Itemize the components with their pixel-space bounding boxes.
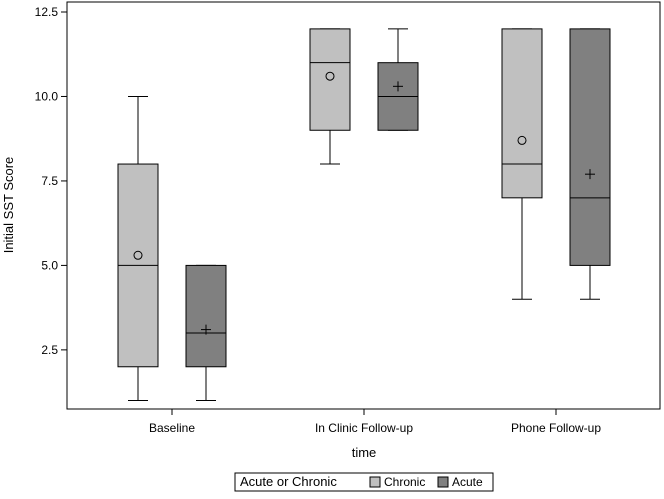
legend: Acute or Chronic Chronic Acute: [234, 472, 494, 492]
x-axis-label: time: [352, 445, 377, 460]
mean-marker: [585, 169, 595, 180]
mean-marker: [393, 81, 403, 92]
legend-label-acute: Acute: [452, 475, 483, 489]
mean-marker: [133, 250, 143, 260]
y-tick-label: 2.5: [41, 343, 58, 357]
box-iqr: [309, 28, 351, 131]
box-iqr: [569, 28, 611, 266]
box-iqr: [501, 28, 543, 199]
legend-swatch-acute: [437, 476, 449, 488]
mean-marker: [325, 71, 335, 81]
box-acute-1: [377, 28, 419, 131]
y-tick-label: 5.0: [41, 258, 58, 272]
box-acute-0: [185, 264, 227, 402]
y-tick-label: 12.5: [35, 5, 59, 19]
legend-entries: Chronic Acute: [369, 475, 483, 489]
x-axis: Baseline In Clinic Follow-up Phone Follow-…: [149, 409, 601, 435]
y-tick-label: 7.5: [41, 174, 58, 188]
box-plots: [117, 28, 611, 402]
y-tick-label: 10.0: [35, 89, 59, 103]
legend-label-chronic: Chronic: [384, 475, 425, 489]
legend-swatch-chronic: [369, 476, 381, 488]
box-chronic-1: [309, 28, 351, 165]
box-acute-2: [569, 28, 611, 300]
x-tick-label: Phone Follow-up: [511, 421, 601, 435]
box-chronic-0: [117, 95, 159, 402]
box-iqr: [185, 264, 227, 368]
legend-title: Acute or Chronic: [240, 474, 337, 489]
y-axis-label: Initial SST Score: [1, 157, 16, 254]
mean-marker: [517, 135, 527, 145]
box-chronic-2: [501, 28, 543, 300]
x-tick-label: Baseline: [149, 421, 195, 435]
mean-marker: [201, 324, 211, 335]
x-tick-label: In Clinic Follow-up: [315, 421, 413, 435]
legend-frame: [234, 472, 494, 492]
y-axis: 2.5 5.0 7.5 10.0 12.5: [35, 5, 67, 357]
